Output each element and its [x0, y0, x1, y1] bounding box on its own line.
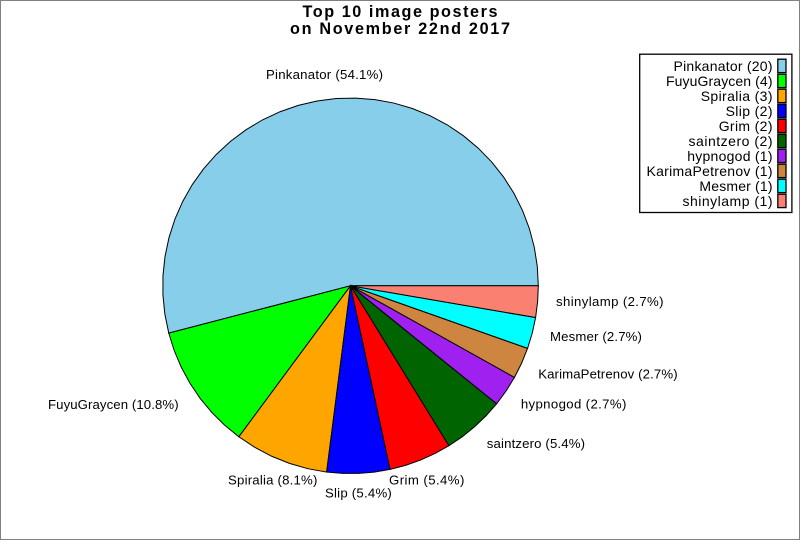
svg-text:saintzero (2): saintzero (2) [689, 133, 773, 149]
svg-text:KarimaPetrenov (2.7%): KarimaPetrenov (2.7%) [538, 367, 677, 382]
svg-text:shinylamp (2.7%): shinylamp (2.7%) [556, 294, 664, 309]
svg-text:KarimaPetrenov (1): KarimaPetrenov (1) [647, 163, 773, 179]
svg-text:Spiralia (3): Spiralia (3) [701, 88, 773, 104]
svg-text:FuyuGraycen (4): FuyuGraycen (4) [666, 73, 773, 89]
svg-text:saintzero (5.4%): saintzero (5.4%) [487, 436, 585, 451]
svg-text:on November 22nd 2017: on November 22nd 2017 [290, 20, 510, 38]
svg-text:shinylamp (1): shinylamp (1) [683, 193, 773, 209]
svg-text:Slip (5.4%): Slip (5.4%) [325, 486, 392, 501]
svg-text:Mesmer (2.7%): Mesmer (2.7%) [550, 329, 642, 344]
svg-text:Pinkanator (20): Pinkanator (20) [674, 58, 773, 74]
svg-text:Grim (5.4%): Grim (5.4%) [389, 473, 464, 488]
svg-text:Spiralia (8.1%): Spiralia (8.1%) [228, 473, 317, 488]
svg-text:FuyuGraycen (10.8%): FuyuGraycen (10.8%) [48, 397, 179, 412]
svg-text:hypnogod (2.7%): hypnogod (2.7%) [521, 397, 627, 412]
svg-text:Slip (2): Slip (2) [726, 103, 773, 119]
svg-text:Grim (2): Grim (2) [719, 118, 773, 134]
svg-text:Pinkanator (54.1%): Pinkanator (54.1%) [266, 67, 383, 82]
svg-text:Mesmer (1): Mesmer (1) [699, 178, 772, 194]
svg-text:hypnogod (1): hypnogod (1) [687, 148, 772, 164]
